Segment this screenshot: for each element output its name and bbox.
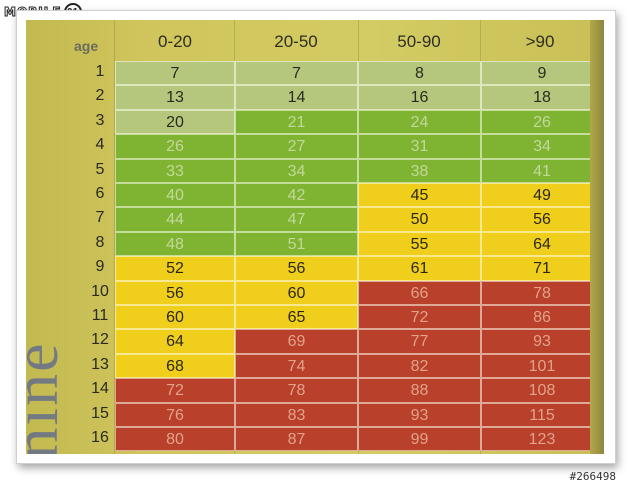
- row-label: 13: [91, 355, 109, 373]
- table-cell: 80: [115, 427, 235, 452]
- table-cell: 16: [358, 85, 481, 110]
- table-cell: 56: [235, 256, 358, 281]
- row-label: 14: [91, 380, 109, 398]
- table-cell: 21: [235, 109, 358, 135]
- table-cell: 68: [115, 353, 235, 379]
- table-cell: 86: [481, 305, 603, 330]
- table-cell: 66: [358, 280, 481, 305]
- table-cell: 26: [481, 109, 603, 135]
- row-label: 8: [95, 233, 105, 251]
- photo-edge: [590, 20, 604, 454]
- row-label: 10: [91, 282, 109, 300]
- table-cell: 72: [115, 378, 235, 403]
- column-divider: [114, 20, 115, 454]
- table-cell: 83: [235, 402, 358, 427]
- table-cell: 60: [235, 280, 358, 305]
- table-cell: 60: [115, 305, 235, 330]
- row-label: 2: [95, 87, 105, 105]
- table-cell: 64: [481, 231, 603, 257]
- table-cell: 71: [481, 256, 603, 281]
- table-cell: 8: [358, 61, 481, 86]
- table-cell: 61: [358, 256, 481, 281]
- row-label: 7: [95, 209, 105, 227]
- table-cell: 45: [358, 183, 481, 208]
- table-cell: 51: [235, 231, 358, 257]
- photo: anine age 0-20 20-50 50-90 >90 177892131…: [26, 20, 604, 454]
- table-cell: 99: [358, 427, 481, 452]
- row-label: 9: [95, 258, 105, 276]
- column-header: 0-20: [157, 32, 193, 51]
- row-label: 15: [91, 404, 109, 422]
- table-cell: 55: [358, 231, 481, 257]
- table-cell: 88: [358, 378, 481, 403]
- table-cell: 56: [481, 207, 603, 232]
- column-header: >90: [525, 32, 555, 51]
- table-cell: 26: [115, 134, 235, 159]
- table-cell: 31: [358, 134, 481, 159]
- table-cell: 82: [358, 353, 481, 379]
- table-cell: 123: [481, 427, 603, 452]
- table-cell: 34: [481, 134, 603, 159]
- table-cell: 9: [481, 61, 603, 86]
- table-cell: 65: [235, 305, 358, 330]
- table-cell: 78: [235, 378, 358, 403]
- table-cell: 93: [481, 329, 603, 354]
- row-label: 4: [95, 136, 105, 154]
- table-cell: 87: [235, 427, 358, 452]
- table-cell: 27: [235, 134, 358, 159]
- column-header: 20-50: [274, 32, 318, 51]
- photo-id: #266498: [569, 470, 616, 483]
- table-cell: 77: [358, 329, 481, 354]
- table-cell: 13: [115, 85, 235, 110]
- table-cell: 33: [115, 158, 235, 183]
- age-header: age: [74, 38, 99, 54]
- table-cell: 7: [115, 61, 235, 86]
- table-cell: 56: [115, 280, 235, 305]
- table-cell: 47: [235, 207, 358, 232]
- row-label: 3: [95, 111, 105, 129]
- table-cell: 49: [481, 183, 603, 208]
- table-cell: 115: [481, 402, 603, 427]
- table-cell: 42: [235, 183, 358, 208]
- table-cell: 14: [235, 85, 358, 110]
- table-cell: 76: [115, 402, 235, 427]
- table-cell: 7: [235, 61, 358, 86]
- table-cell: 50: [358, 207, 481, 232]
- table-cell: 52: [115, 256, 235, 281]
- column-header: 50-90: [397, 32, 441, 51]
- table-cell: 74: [235, 353, 358, 379]
- table-cell: 24: [358, 109, 481, 135]
- table-cell: 93: [358, 402, 481, 427]
- row-label: 1: [95, 63, 105, 80]
- table-cell: 64: [115, 329, 235, 354]
- row-label: 11: [91, 307, 109, 324]
- table-cell: 18: [481, 85, 603, 110]
- table-cell: 20: [115, 109, 235, 135]
- table-cell: 69: [235, 329, 358, 354]
- row-label: 16: [91, 429, 109, 446]
- row-label: 6: [95, 185, 105, 202]
- row-label: 12: [91, 331, 109, 349]
- row-label: 5: [95, 160, 105, 178]
- table-cell: 48: [115, 231, 235, 257]
- table-cell: 40: [115, 183, 235, 208]
- table-cell: 108: [481, 378, 603, 403]
- table-cell: 44: [115, 207, 235, 232]
- table-cell: 72: [358, 305, 481, 330]
- table-cell: 38: [358, 158, 481, 183]
- table-cell: 34: [235, 158, 358, 183]
- table-cell: 78: [481, 280, 603, 305]
- table-cell: 41: [481, 158, 603, 183]
- table-cell: 101: [481, 353, 603, 379]
